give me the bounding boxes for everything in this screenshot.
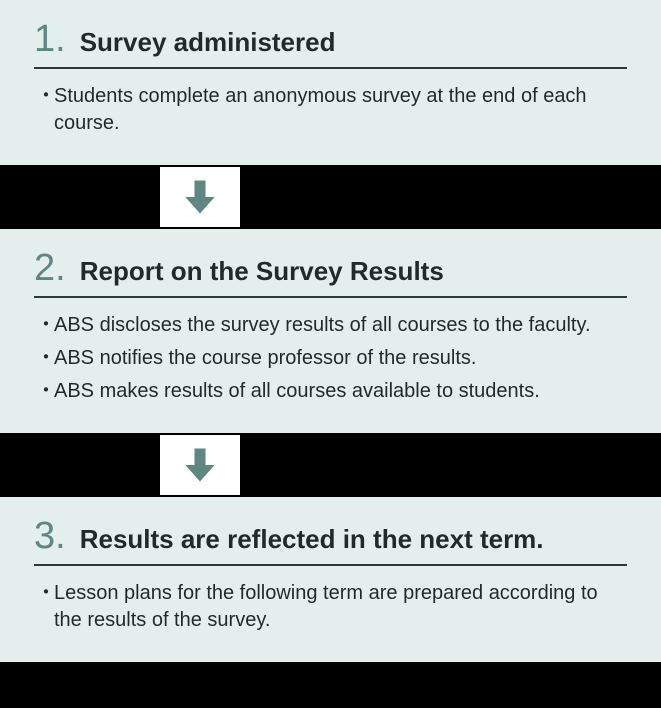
step-header: 2. Report on the Survey Results — [34, 247, 627, 298]
step-2: 2.Report on the Survey Results・ABS discl… — [0, 229, 661, 433]
bullet-text: ABS discloses the survey results of all … — [54, 312, 625, 339]
bullet-dot: ・ — [36, 378, 54, 405]
bullet-text: Students complete an anonymous survey at… — [54, 83, 625, 137]
arrow-divider — [0, 433, 661, 497]
arrow-divider — [0, 165, 661, 229]
step-header: 1. Survey administered — [34, 18, 627, 69]
bullet-dot: ・ — [36, 345, 54, 372]
bullet-text: ABS makes results of all courses availab… — [54, 378, 625, 405]
step-3: 3. Results are reflected in the next term… — [0, 497, 661, 662]
bullet-text: ABS notifies the course professor of the… — [54, 345, 625, 372]
arrow-down-icon — [160, 167, 240, 227]
bullet-item: ・Lesson plans for the following term are… — [36, 580, 625, 634]
step-1: 1. Survey administered ・Students complete … — [0, 0, 661, 165]
bottom-band — [0, 662, 661, 680]
arrow-down-icon — [160, 435, 240, 495]
bullet-item: ・Students complete an anonymous survey a… — [36, 83, 625, 137]
bullet-dot: ・ — [36, 580, 54, 634]
step-number: 2. — [34, 247, 66, 290]
step-bullets: ・Students complete an anonymous survey a… — [34, 83, 627, 137]
step-bullets: ・ABS discloses the survey results of all… — [34, 312, 627, 405]
step-number: 1. — [34, 18, 66, 61]
bullet-item: ・ABS notifies the course professor of th… — [36, 345, 625, 372]
bullet-dot: ・ — [36, 312, 54, 339]
process-diagram: 1.Survey administered・Students complete … — [0, 0, 661, 680]
bullet-text: Lesson plans for the following term are … — [54, 580, 625, 634]
step-header: 3. Results are reflected in the next term… — [34, 515, 627, 566]
bullet-dot: ・ — [36, 83, 54, 137]
bullet-item: ・ABS discloses the survey results of all… — [36, 312, 625, 339]
step-title: Results are reflected in the next term. — [80, 524, 544, 555]
step-title: Survey administered — [80, 27, 336, 58]
step-title: Report on the Survey Results — [80, 256, 444, 287]
step-number: 3. — [34, 515, 66, 558]
bullet-item: ・ABS makes results of all courses availa… — [36, 378, 625, 405]
step-bullets: ・Lesson plans for the following term are… — [34, 580, 627, 634]
